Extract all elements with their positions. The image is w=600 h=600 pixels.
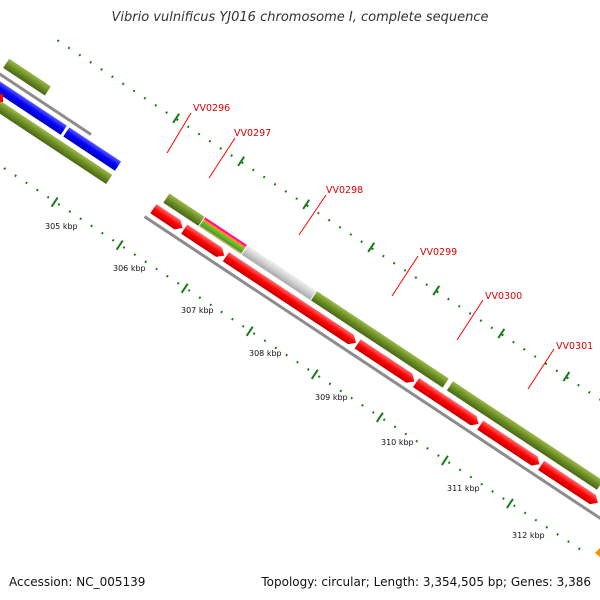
gene-VV0301[interactable] (446, 381, 600, 490)
inner-major-tick (115, 240, 124, 251)
gene-forward[interactable] (0, 92, 113, 185)
map-title: Vibrio vulnificus YJ016 chromosome I, co… (111, 10, 489, 25)
gene-reverse[interactable] (477, 420, 542, 468)
tick-label: 306 kbp (113, 264, 146, 273)
gene-label-VV0300: VV0300 (485, 291, 522, 302)
tick-label: 310 kbp (381, 438, 414, 447)
edge-gene-mark (595, 548, 600, 557)
outer-major-tick (432, 285, 441, 296)
gene-label-VV0301: VV0301 (556, 341, 593, 352)
gene-label-VV0296: VV0296 (193, 103, 230, 114)
backbone (143, 215, 600, 522)
sequence-summary: Topology: circular; Length: 3,354,505 bp… (261, 575, 591, 589)
inner-major-tick (245, 326, 254, 337)
gene-label-VV0297: VV0297 (234, 128, 271, 139)
gene-VV0299[interactable] (310, 291, 449, 388)
gene-label-VV0298: VV0298 (326, 185, 363, 196)
gene-reverse[interactable] (538, 460, 600, 508)
backbone-left (0, 72, 92, 136)
gene-blue[interactable] (63, 127, 122, 171)
outer-major-tick (562, 371, 571, 382)
gene-reverse[interactable] (222, 252, 359, 347)
outer-major-tick (302, 199, 311, 210)
inner-major-tick (506, 498, 514, 509)
gene-VV0298[interactable] (241, 245, 317, 300)
outer-tick-track (56, 39, 600, 439)
inner-tick-track (0, 152, 584, 552)
tick-label: 305 kbp (45, 222, 78, 231)
forward-strand-track (3, 58, 600, 490)
accession-label: Accession: NC_005139 (9, 575, 146, 589)
gene-reverse[interactable] (354, 339, 418, 386)
gene-reverse[interactable] (413, 377, 482, 429)
gene-reverse[interactable] (181, 224, 227, 261)
gene-VV0296[interactable] (163, 193, 205, 226)
inner-major-tick (310, 369, 319, 380)
gene-forward[interactable] (3, 58, 51, 96)
tick-label: 309 kbp (315, 393, 348, 402)
left-track-genes (0, 78, 122, 185)
outer-major-tick (367, 242, 376, 253)
tick-label: 311 kbp (447, 484, 480, 493)
inner-major-tick (180, 283, 189, 294)
gene-label-VV0299: VV0299 (420, 247, 457, 258)
gene-blue[interactable] (0, 78, 67, 135)
outer-major-tick (497, 328, 506, 339)
tick-label: 308 kbp (249, 349, 282, 358)
gene-reverse[interactable] (150, 204, 185, 232)
outer-major-tick (237, 156, 246, 167)
edge-gene-mark (0, 94, 3, 102)
gene-label-leaders (166, 112, 555, 390)
reverse-strand-track (150, 204, 600, 508)
gene-VV0297[interactable] (199, 217, 247, 255)
inner-major-tick (375, 412, 384, 423)
outer-major-tick (172, 113, 180, 124)
tick-label: 312 kbp (512, 531, 545, 540)
inner-major-tick (440, 455, 449, 466)
tick-label: 307 kbp (181, 306, 214, 315)
inner-major-tick (50, 196, 59, 208)
